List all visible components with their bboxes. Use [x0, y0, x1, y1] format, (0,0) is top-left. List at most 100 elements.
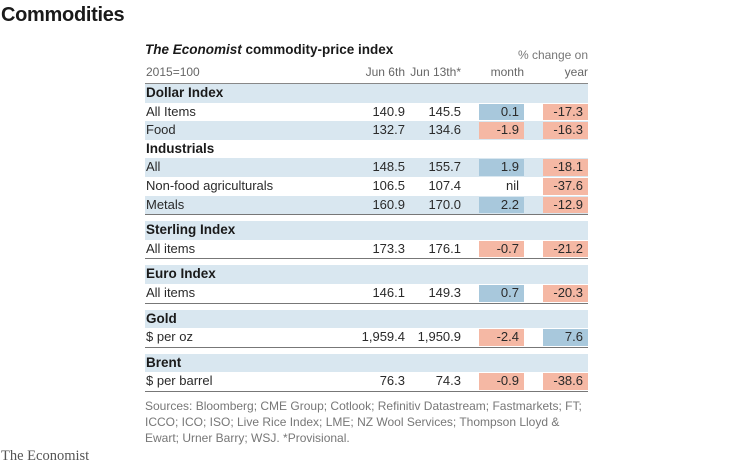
year-change-cell: -37.6: [543, 177, 588, 195]
row-label: Gold: [146, 310, 177, 326]
row-label: Dollar Index: [146, 85, 224, 100]
group-header-row: Sterling Index: [145, 221, 588, 240]
group-header-row: Gold: [145, 309, 588, 329]
year-change-value: -38.6: [553, 373, 583, 389]
group-header-row: Euro Index: [145, 265, 588, 284]
year-change-cell: -38.6: [543, 373, 588, 390]
jun13-value: 149.3: [428, 284, 461, 300]
col-year: year: [564, 65, 588, 79]
group-header-row: Dollar Index: [145, 84, 588, 103]
col-month: month: [490, 65, 524, 79]
month-change-value: 1.9: [500, 159, 519, 175]
month-change-value: 0.1: [500, 103, 519, 119]
jun13-value: 74.3: [435, 373, 461, 389]
base-label: 2015=100: [146, 65, 200, 79]
month-change-cell: 0.7: [479, 284, 524, 302]
year-change-cell: -16.3: [543, 122, 588, 139]
row-label: Industrials: [146, 140, 215, 156]
year-change-value: -21.2: [553, 240, 583, 256]
table-row: $ per oz 1,959.4 1,950.9 -2.4 7.6: [145, 328, 588, 347]
table-section: Euro Index All items 146.1 149.3 0.7 -20.3: [145, 265, 588, 304]
month-change-cell: 2.2: [479, 196, 524, 214]
row-label: All items: [146, 284, 196, 300]
table-row: $ per barrel 76.3 74.3 -0.9 -38.6: [145, 372, 588, 391]
row-label: Euro Index: [146, 266, 216, 282]
year-change-cell: 7.6: [543, 329, 588, 346]
year-change-value: -20.3: [553, 284, 583, 300]
year-change-cell: -12.9: [543, 196, 588, 214]
col-jun13: Jun 13th*: [410, 65, 461, 79]
year-change-value: -18.1: [553, 159, 583, 175]
row-label: Metals: [146, 196, 185, 212]
month-change-value: nil: [505, 177, 519, 193]
col-jun6: Jun 6th: [365, 65, 405, 79]
jun6-value: 173.3: [372, 240, 405, 256]
group-header-row: Brent: [145, 353, 588, 373]
month-change-value: -1.9: [496, 122, 519, 138]
year-change-value: 7.6: [564, 329, 583, 345]
jun6-value: 1,959.4: [361, 329, 405, 345]
month-change-cell: 0.1: [479, 103, 524, 121]
table-title-italic: The Economist: [145, 42, 242, 57]
jun13-value: 176.1: [428, 240, 461, 256]
page-title: Commodities: [1, 4, 125, 26]
year-change-value: -37.6: [553, 177, 583, 193]
month-change-cell: nil: [479, 178, 524, 195]
jun6-value: 146.1: [372, 284, 405, 300]
table-row: Metals 160.9 170.0 2.2 -12.9: [145, 195, 588, 215]
year-change-value: -16.3: [553, 122, 583, 138]
row-label: $ per oz: [146, 329, 193, 345]
table-title: The Economist commodity-price index: [145, 40, 588, 60]
month-change-cell: -2.4: [479, 329, 524, 346]
commodity-table: The Economist commodity-price index % ch…: [145, 40, 588, 392]
jun6-value: 160.9: [372, 196, 405, 212]
table-row: All items 173.3 176.1 -0.7 -21.2: [145, 240, 588, 259]
month-change-cell: -1.9: [479, 122, 524, 139]
table-title-rest: commodity-price index: [241, 42, 394, 57]
table-row: All items 146.1 149.3 0.7 -20.3: [145, 284, 588, 303]
table-section: Brent $ per barrel 76.3 74.3 -0.9 -38.6: [145, 353, 588, 392]
month-change-value: -0.7: [496, 240, 519, 256]
table-section: Gold $ per oz 1,959.4 1,950.9 -2.4 7.6: [145, 309, 588, 348]
pct-change-header: % change on: [517, 48, 588, 62]
year-change-cell: -18.1: [543, 159, 588, 176]
year-change-value: -17.3: [553, 103, 583, 119]
month-change-cell: -0.9: [479, 373, 524, 390]
table-body: Dollar Index All Items 140.9 145.5 0.1 -17.3 F…: [145, 84, 588, 392]
table-section: Sterling Index All items 173.3 176.1 -0.7 -21…: [145, 221, 588, 260]
jun6-value: 76.3: [379, 373, 405, 389]
month-change-cell: 1.9: [479, 159, 524, 176]
month-change-value: -0.9: [496, 373, 519, 389]
table-row: Food 132.7 134.6 -1.9 -16.3: [145, 121, 588, 140]
column-header-row: 2015=100 Jun 6th Jun 13th* month year: [145, 60, 588, 84]
economist-logo: The Economist: [1, 448, 90, 464]
row-label: Brent: [146, 354, 182, 370]
row-label: Food: [146, 122, 176, 138]
jun6-value: 140.9: [372, 103, 405, 119]
row-label: All Items: [146, 103, 196, 119]
table-row: All Items 140.9 145.5 0.1 -17.3: [145, 103, 588, 122]
jun6-value: 106.5: [372, 177, 405, 193]
row-label: All: [146, 159, 161, 175]
year-change-cell: -21.2: [543, 240, 588, 258]
row-label: $ per barrel: [146, 373, 213, 389]
jun6-value: 148.5: [372, 159, 405, 175]
footnote: Sources: Bloomberg; CME Group; Cotlook; …: [145, 399, 582, 445]
month-change-value: 2.2: [500, 196, 519, 212]
jun6-value: 132.7: [372, 122, 405, 138]
jun13-value: 170.0: [428, 196, 461, 212]
year-change-value: -12.9: [553, 196, 583, 212]
jun13-value: 145.5: [428, 103, 461, 119]
table-row: Non-food agriculturals 106.5 107.4 nil -37.6: [145, 177, 588, 196]
jun13-value: 155.7: [428, 159, 461, 175]
table-row: All 148.5 155.7 1.9 -18.1: [145, 158, 588, 177]
group-header-row: Industrials: [145, 140, 588, 159]
year-change-cell: -17.3: [543, 103, 588, 121]
row-label: All items: [146, 240, 196, 256]
year-change-cell: -20.3: [543, 284, 588, 302]
row-label: Sterling Index: [146, 222, 236, 238]
jun13-value: 107.4: [428, 177, 461, 193]
jun13-value: 1,950.9: [417, 329, 461, 345]
month-change-cell: -0.7: [479, 240, 524, 258]
month-change-value: -2.4: [496, 329, 519, 345]
